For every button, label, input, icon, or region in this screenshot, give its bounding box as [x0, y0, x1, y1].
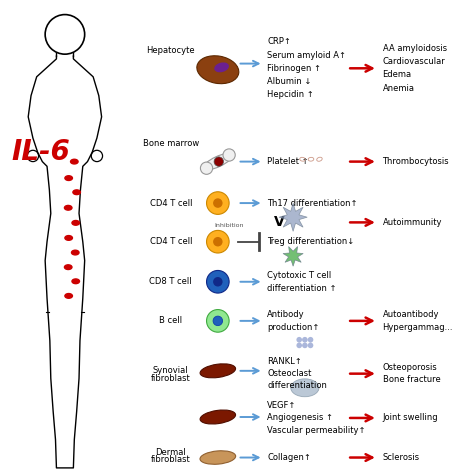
Text: Joint swelling: Joint swelling: [383, 413, 438, 422]
Ellipse shape: [197, 56, 239, 84]
Ellipse shape: [73, 190, 81, 195]
Text: CRP↑: CRP↑: [267, 37, 291, 46]
Circle shape: [207, 310, 229, 332]
Text: differentiation: differentiation: [267, 382, 327, 391]
Text: Serum amyloid A↑: Serum amyloid A↑: [267, 51, 346, 60]
Text: CD4 T cell: CD4 T cell: [149, 199, 192, 208]
Ellipse shape: [200, 364, 236, 378]
Text: CD8 T cell: CD8 T cell: [149, 277, 192, 286]
Text: B cell: B cell: [159, 316, 182, 325]
Ellipse shape: [72, 279, 80, 283]
Ellipse shape: [65, 293, 73, 298]
Polygon shape: [283, 246, 303, 266]
Ellipse shape: [203, 154, 232, 170]
Text: Edema: Edema: [383, 71, 411, 80]
Text: Platelet ↑: Platelet ↑: [267, 157, 309, 166]
Text: Bone fracture: Bone fracture: [383, 375, 440, 384]
Text: production↑: production↑: [267, 323, 319, 332]
Circle shape: [302, 337, 308, 343]
Text: Dermal: Dermal: [155, 448, 186, 457]
Text: differentiation ↑: differentiation ↑: [267, 284, 337, 293]
Text: Synovial: Synovial: [153, 366, 189, 375]
Ellipse shape: [72, 250, 79, 255]
Text: VEGF↑: VEGF↑: [267, 401, 297, 410]
Circle shape: [207, 192, 229, 214]
Text: Osteoporosis: Osteoporosis: [383, 363, 437, 372]
Text: CD4 T cell: CD4 T cell: [149, 237, 192, 246]
Text: RANKL↑: RANKL↑: [267, 357, 302, 366]
Text: AA amyloidosis: AA amyloidosis: [383, 44, 447, 53]
Circle shape: [308, 343, 313, 348]
Circle shape: [296, 337, 302, 343]
Text: Hepatocyte: Hepatocyte: [146, 46, 195, 55]
Ellipse shape: [200, 451, 236, 465]
Circle shape: [207, 230, 229, 253]
Text: Vascular permeability↑: Vascular permeability↑: [267, 426, 366, 435]
Text: fibroblast: fibroblast: [151, 374, 191, 383]
Text: Cytotoxic T cell: Cytotoxic T cell: [267, 271, 331, 280]
Circle shape: [213, 237, 223, 246]
Ellipse shape: [65, 176, 73, 181]
Text: Inhibition: Inhibition: [215, 223, 244, 228]
Circle shape: [213, 316, 223, 326]
Circle shape: [296, 343, 302, 348]
Ellipse shape: [64, 265, 72, 270]
Circle shape: [223, 149, 235, 161]
Text: V: V: [273, 215, 284, 229]
Text: Collagen↑: Collagen↑: [267, 453, 311, 462]
Text: fibroblast: fibroblast: [151, 455, 191, 464]
Text: Sclerosis: Sclerosis: [383, 453, 419, 462]
Ellipse shape: [200, 410, 236, 424]
Circle shape: [308, 337, 313, 343]
Text: Cardiovascular: Cardiovascular: [383, 57, 445, 66]
Text: Autoimmunity: Autoimmunity: [383, 218, 442, 227]
Text: Hypergammag...: Hypergammag...: [383, 323, 453, 332]
Circle shape: [214, 157, 223, 166]
Text: Anemia: Anemia: [383, 83, 414, 92]
Circle shape: [201, 162, 213, 174]
Text: Bone marrow: Bone marrow: [143, 139, 199, 148]
Text: Fibrinogen ↑: Fibrinogen ↑: [267, 64, 321, 73]
Text: Hepcidin ↑: Hepcidin ↑: [267, 90, 314, 99]
Polygon shape: [279, 203, 307, 231]
Ellipse shape: [291, 379, 319, 397]
Ellipse shape: [64, 205, 72, 210]
Circle shape: [213, 198, 223, 208]
Ellipse shape: [214, 63, 229, 73]
Text: Osteoclast: Osteoclast: [267, 369, 311, 378]
Text: Antibody: Antibody: [267, 310, 305, 319]
Circle shape: [302, 343, 308, 348]
Text: Th17 differentiation↑: Th17 differentiation↑: [267, 199, 358, 208]
Text: Treg differentiation↓: Treg differentiation↓: [267, 237, 355, 246]
Text: Albumin ↓: Albumin ↓: [267, 77, 311, 86]
Ellipse shape: [65, 236, 73, 240]
Ellipse shape: [71, 159, 78, 164]
Text: Angiogenesis ↑: Angiogenesis ↑: [267, 413, 333, 422]
Circle shape: [213, 277, 223, 286]
Ellipse shape: [72, 220, 80, 225]
Text: Thrombocytosis: Thrombocytosis: [383, 157, 449, 166]
Text: Autoantibody: Autoantibody: [383, 310, 439, 319]
Text: IL-6: IL-6: [12, 138, 71, 166]
Circle shape: [207, 271, 229, 293]
